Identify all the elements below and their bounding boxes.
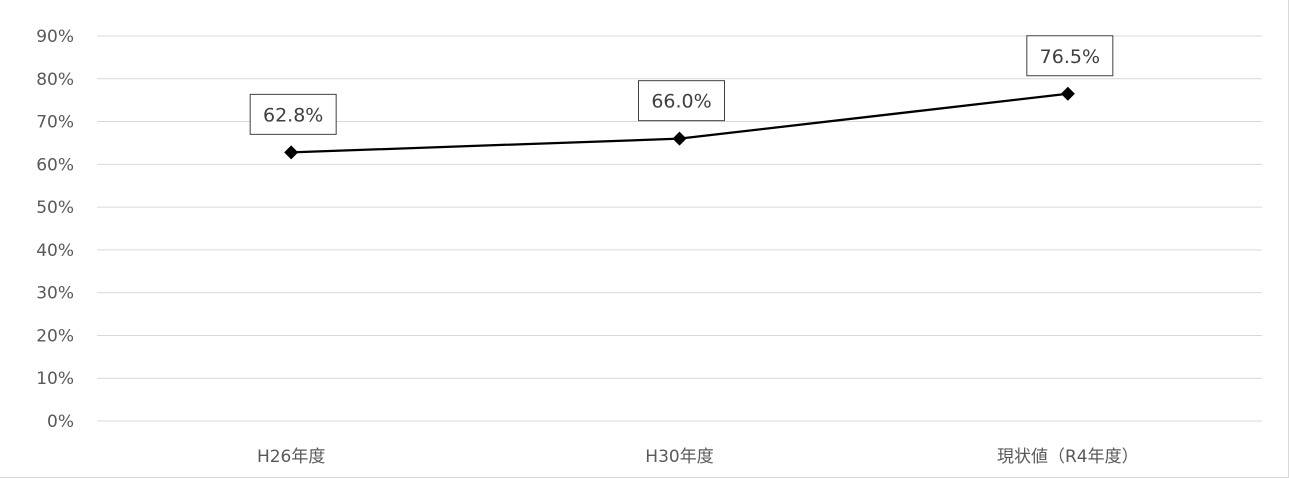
data-label-text: 66.0% (651, 91, 711, 113)
data-point-marker (672, 131, 687, 146)
y-tick-label: 0% (47, 412, 74, 432)
y-tick-label: 70% (36, 113, 74, 133)
data-label-box (1026, 35, 1114, 77)
data-label-box (638, 80, 725, 122)
series-markers (284, 86, 1075, 160)
data-label-text: 76.5% (1040, 46, 1100, 68)
data-label: 76.5% (1026, 35, 1114, 77)
data-label-box (249, 93, 337, 135)
x-tick-label: 現状値（R4年度） (997, 447, 1139, 467)
y-tick-label: 40% (36, 241, 74, 261)
y-axis-tick-labels: 0% 10% 20% 30% 40% 50% 60% 70% 80% 90% (36, 27, 74, 432)
x-tick-label: H30年度 (645, 447, 713, 467)
data-label: 66.0% (638, 80, 725, 122)
y-tick-label: 30% (36, 284, 74, 304)
x-tick-label: H26年度 (257, 447, 325, 467)
data-label: 62.8% (249, 93, 337, 135)
y-tick-label: 90% (36, 27, 74, 47)
data-point-marker (284, 145, 299, 160)
y-tick-label: 80% (36, 70, 74, 90)
y-tick-label: 20% (36, 326, 74, 346)
y-tick-label: 60% (36, 155, 74, 175)
x-axis-tick-labels: H26年度 H30年度 現状値（R4年度） (257, 447, 1139, 467)
y-tick-label: 10% (36, 369, 74, 389)
data-label-text: 62.8% (263, 104, 323, 126)
data-point-marker (1060, 86, 1075, 101)
data-labels: 62.8% 66.0% 76.5% (249, 35, 1114, 135)
y-tick-label: 50% (36, 198, 74, 218)
